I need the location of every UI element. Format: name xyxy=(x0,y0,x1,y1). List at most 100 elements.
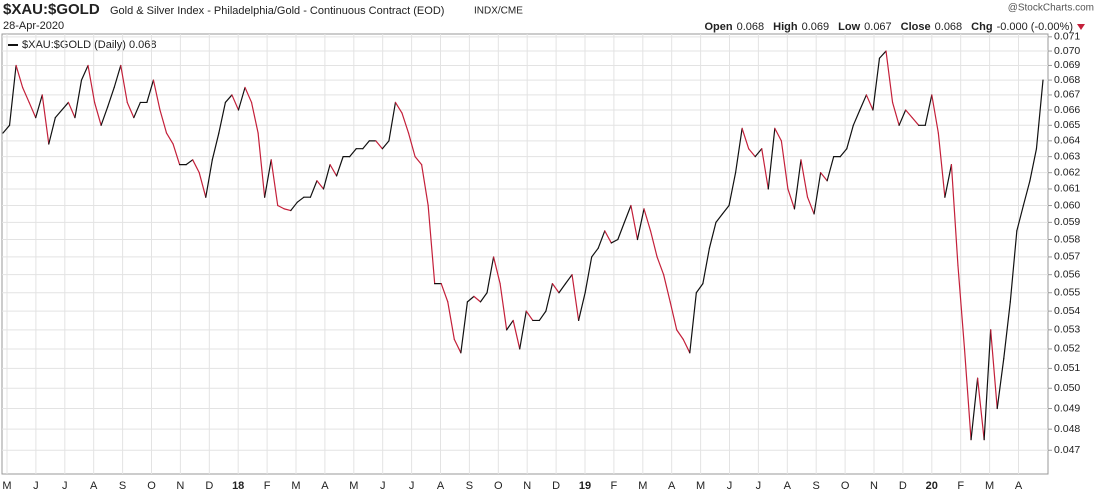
line-segment xyxy=(316,180,325,190)
line-segment xyxy=(362,140,370,150)
line-segment xyxy=(931,94,939,134)
line-segment xyxy=(859,94,867,111)
line-segment xyxy=(159,109,168,134)
line-segment xyxy=(591,247,599,258)
line-segment xyxy=(721,204,730,215)
line-segment xyxy=(800,159,809,198)
line-segment xyxy=(224,94,233,104)
line-segment xyxy=(669,301,678,331)
x-tick-label: F xyxy=(611,480,618,492)
line-segment xyxy=(244,86,253,104)
line-segment xyxy=(349,148,357,158)
line-segment xyxy=(950,164,959,267)
line-segment xyxy=(427,204,436,285)
line-segment xyxy=(146,79,155,104)
line-segment xyxy=(891,101,900,126)
line-segment xyxy=(407,132,416,158)
line-segment xyxy=(767,127,776,190)
line-segment xyxy=(440,283,449,303)
line-segment xyxy=(689,292,697,354)
quote-value: 0.069 xyxy=(802,21,830,33)
y-tick-label: 0.069 xyxy=(1054,59,1080,71)
line-segment xyxy=(774,127,782,142)
line-segment xyxy=(296,196,305,203)
line-segment xyxy=(1016,204,1024,232)
x-tick-label: O xyxy=(147,480,156,492)
line-segment xyxy=(793,159,802,210)
line-segment xyxy=(898,109,907,126)
line-segment xyxy=(322,164,331,190)
x-tick-label: M xyxy=(638,480,647,492)
line-segment xyxy=(198,172,207,198)
line-segment xyxy=(911,117,920,126)
line-segment xyxy=(1022,180,1031,207)
x-tick-label: N xyxy=(523,480,531,492)
y-tick-label: 0.060 xyxy=(1054,199,1080,211)
line-segment xyxy=(277,204,285,210)
symbol: $XAU:$GOLD xyxy=(3,1,100,18)
line-segment xyxy=(8,64,17,126)
y-tick-label: 0.057 xyxy=(1054,251,1080,263)
line-segment xyxy=(558,283,567,294)
line-segment xyxy=(996,358,1005,410)
quote-bar: Open 0.068 High 0.069 Low 0.067 Close 0.068 Chg -… xyxy=(705,21,1085,33)
line-segment xyxy=(872,57,881,111)
line-segment xyxy=(473,295,482,303)
line-segment xyxy=(682,338,691,354)
line-segment xyxy=(780,140,789,190)
line-segment xyxy=(107,86,115,108)
x-tick-label: J xyxy=(756,480,762,492)
y-tick-label: 0.067 xyxy=(1054,89,1080,101)
line-segment xyxy=(394,101,403,114)
date: 28-Apr-2020 xyxy=(3,20,64,32)
x-tick-label: M xyxy=(349,480,358,492)
line-segment xyxy=(630,204,639,241)
line-segment xyxy=(67,101,76,119)
line-segment xyxy=(839,148,848,158)
x-tick-label: S xyxy=(813,480,820,492)
line-segment xyxy=(35,94,43,119)
line-segment xyxy=(264,159,272,198)
line-segment xyxy=(754,148,763,158)
x-tick-label: 19 xyxy=(579,480,591,492)
line-segment xyxy=(577,292,586,322)
line-segment xyxy=(564,274,573,285)
line-segment xyxy=(290,201,298,212)
line-segment xyxy=(93,101,102,126)
line-segment xyxy=(172,143,181,166)
quote-label: Open xyxy=(705,21,733,33)
line-segment xyxy=(126,101,135,119)
x-tick-label: A xyxy=(784,480,792,492)
x-tick-label: M xyxy=(291,480,300,492)
y-tick-label: 0.066 xyxy=(1054,104,1080,116)
line-segment xyxy=(649,230,658,258)
line-segment xyxy=(610,238,619,244)
line-segment xyxy=(205,159,213,198)
x-tick-label: M xyxy=(985,480,994,492)
line-segment xyxy=(604,230,612,244)
line-segment xyxy=(715,213,724,223)
y-tick-label: 0.061 xyxy=(1054,183,1080,195)
line-segment xyxy=(571,274,580,322)
change-arrow xyxy=(1077,24,1085,30)
y-tick-label: 0.071 xyxy=(1054,31,1080,43)
line-segment xyxy=(944,164,953,198)
x-tick-label: 20 xyxy=(926,480,938,492)
line-segment xyxy=(937,132,946,198)
line-segment xyxy=(74,79,83,119)
x-tick-label: A xyxy=(321,480,329,492)
quote-label: Low xyxy=(838,21,860,33)
x-tick-label: F xyxy=(264,480,271,492)
line-segment xyxy=(728,172,737,207)
y-tick-label: 0.048 xyxy=(1054,423,1080,435)
x-tick-label: O xyxy=(494,480,503,492)
line-segment xyxy=(335,156,344,177)
line-segment xyxy=(231,94,240,111)
line-segment xyxy=(787,188,796,210)
y-tick-label: 0.064 xyxy=(1054,135,1080,147)
line-segment xyxy=(636,208,645,241)
line-segment xyxy=(257,132,266,198)
x-tick-label: A xyxy=(90,480,98,492)
line-segment xyxy=(663,274,671,303)
line-segment xyxy=(741,127,750,150)
